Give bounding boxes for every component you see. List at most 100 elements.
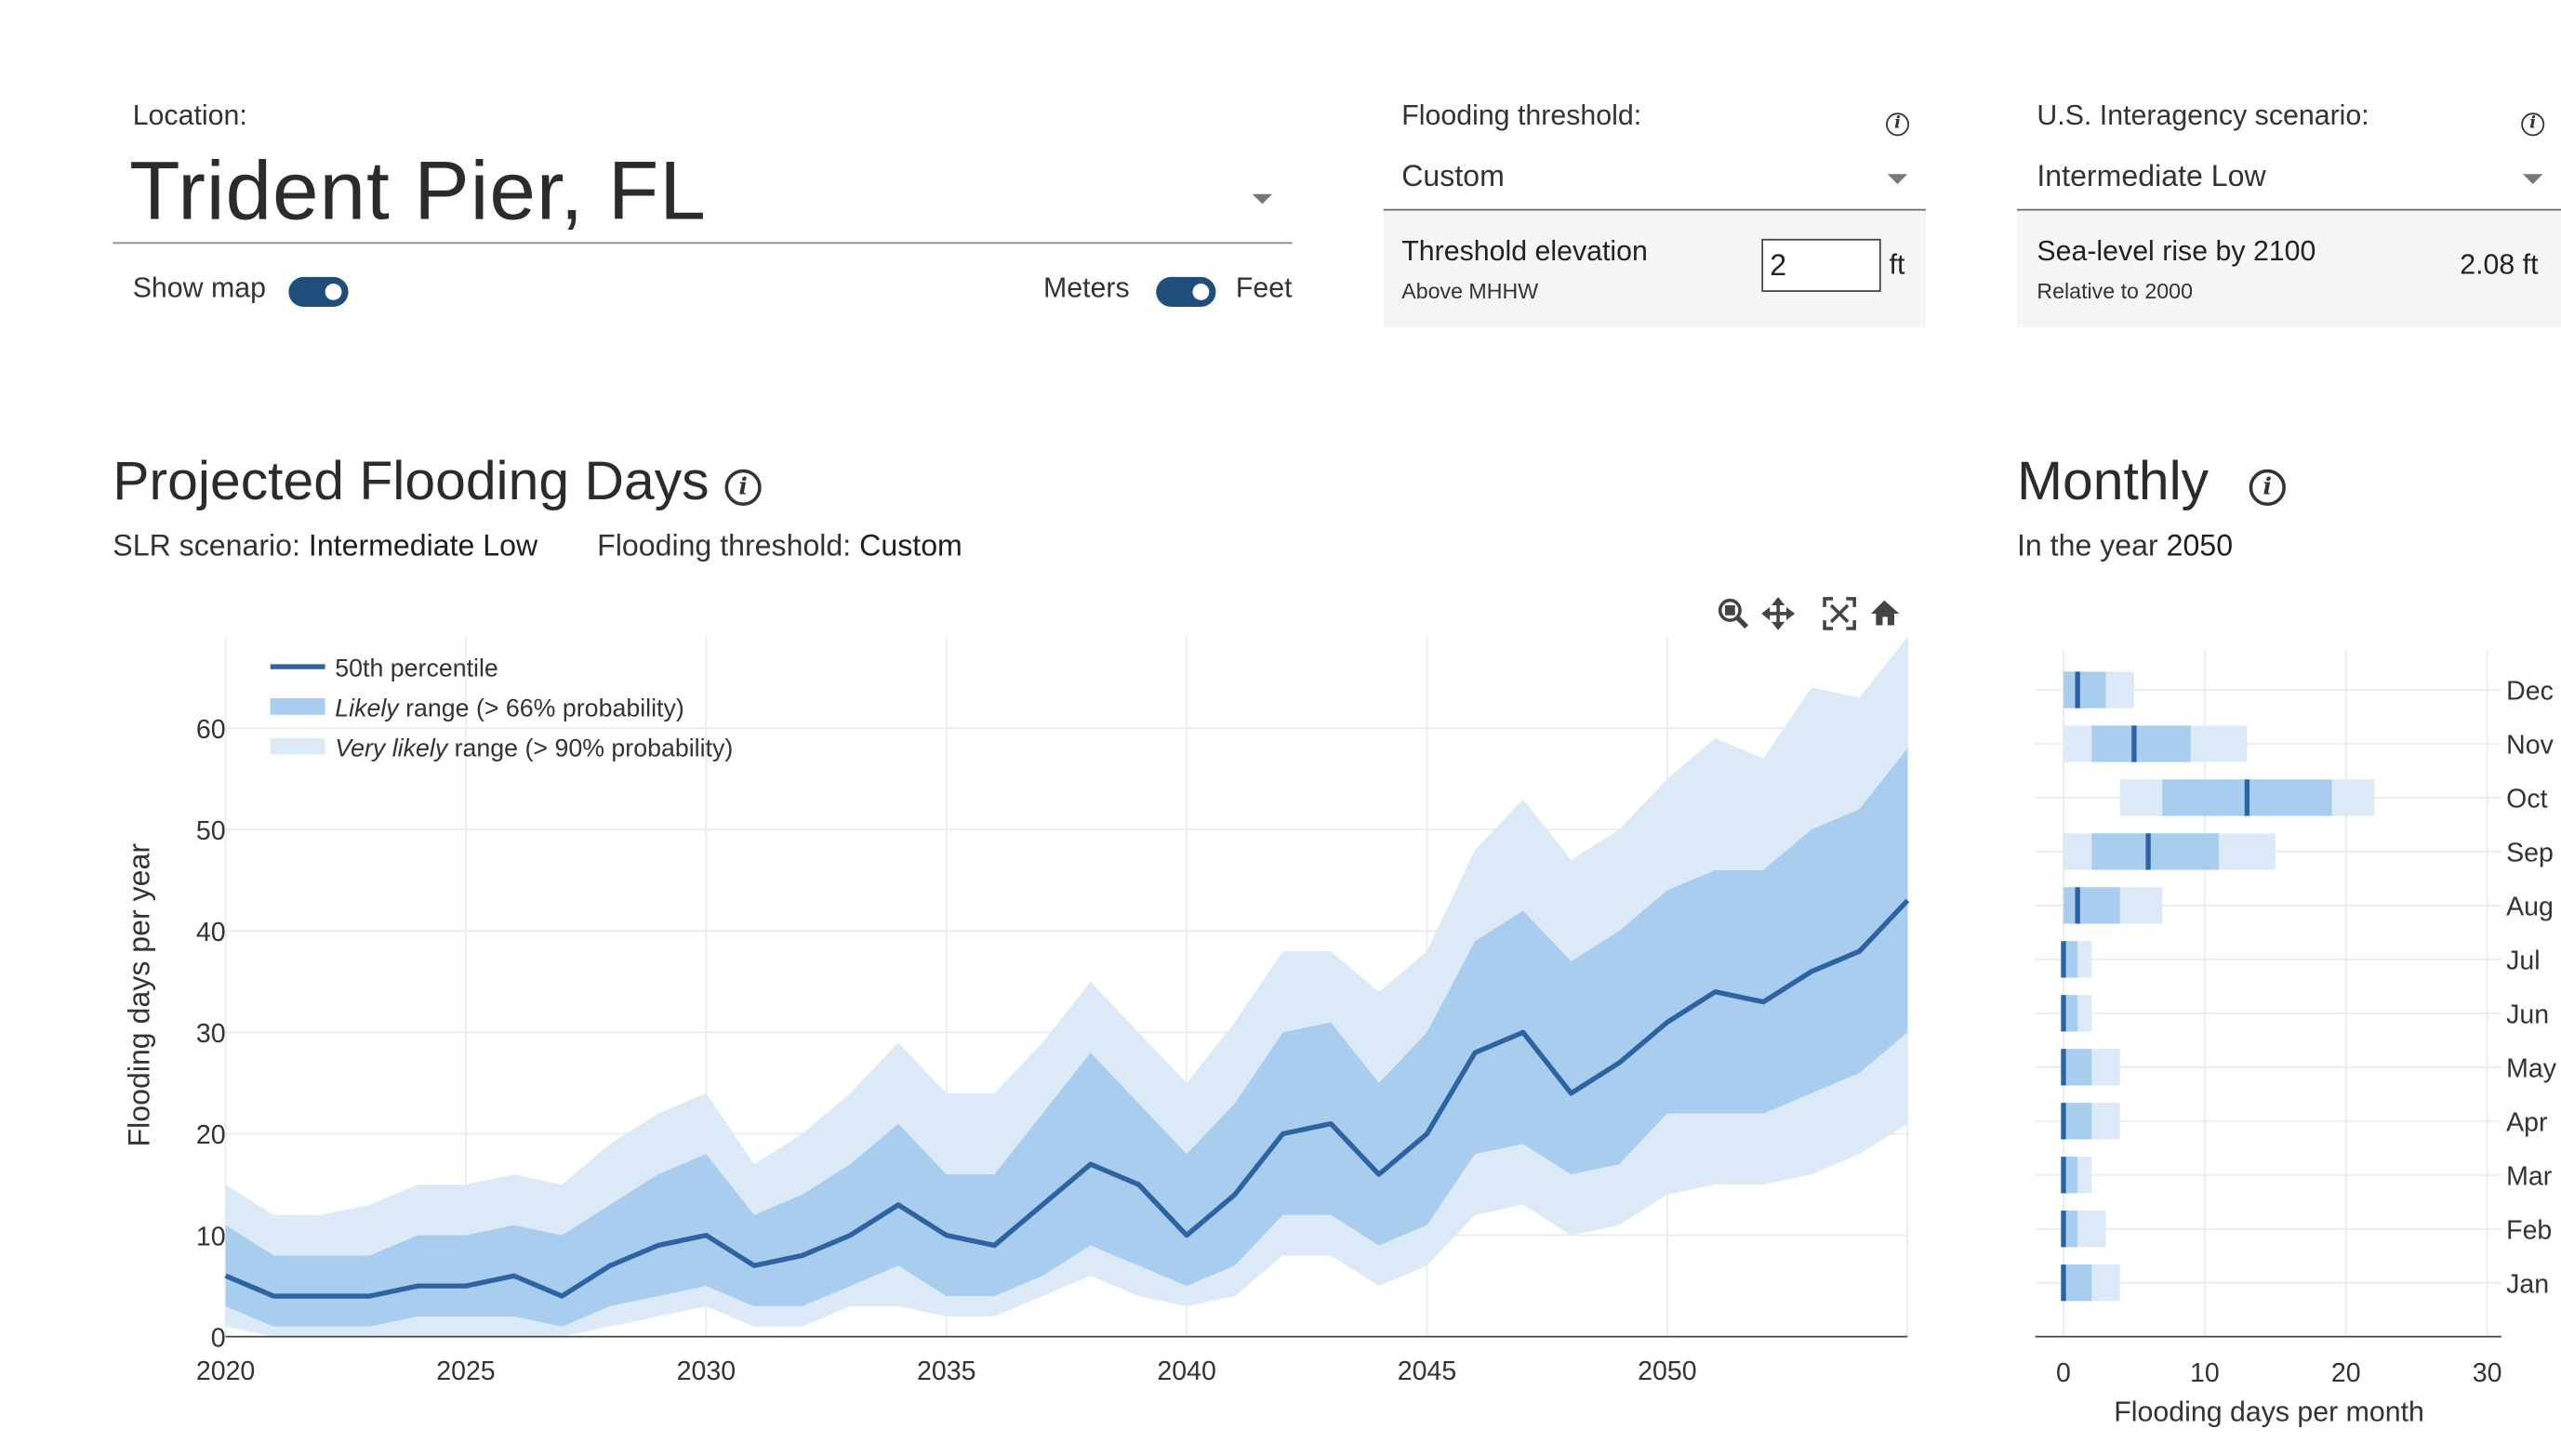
- info-icon[interactable]: i: [724, 469, 762, 507]
- monthly-chart: 0 10 20 30 Dec Nov Oct Sep Aug Jul Jun May Apr Mar Feb…: [2035, 650, 2557, 1428]
- monthly-likely-bar: [2063, 671, 2106, 708]
- units-toggle[interactable]: [1156, 276, 1216, 307]
- info-icon[interactable]: i: [2521, 113, 2545, 137]
- threshold-summary: Flooding threshold: Custom: [597, 529, 962, 563]
- monthly-x-tick-label: 20: [2331, 1358, 2361, 1388]
- y-tick-label: 40: [196, 918, 226, 947]
- home-icon[interactable]: [1871, 600, 1900, 626]
- monthly-likely-bar: [2063, 1157, 2078, 1194]
- location-select[interactable]: Trident Pier, FL: [129, 144, 707, 238]
- threshold-elevation-box: Threshold elevation Above MHHW 2 ft: [1383, 210, 1926, 327]
- monthly-median-mark: [2145, 833, 2151, 870]
- legend-likely-label: Likely range (> 66% probability): [335, 695, 683, 722]
- legend-very-likely-label: Very likely range (> 90% probability): [335, 734, 733, 761]
- monthly-category-label: Apr: [2506, 1107, 2548, 1137]
- monthly-likely-bar: [2063, 1103, 2092, 1140]
- scenario-underline: [2016, 208, 2561, 211]
- chevron-down-icon[interactable]: [1252, 193, 1273, 205]
- info-icon[interactable]: i: [1886, 113, 1910, 137]
- monthly-median-mark: [2061, 1157, 2066, 1194]
- threshold-unit: ft: [1889, 248, 1905, 281]
- monthly-x-tick-label: 0: [2056, 1358, 2071, 1388]
- threshold-elevation-sub: Above MHHW: [1401, 278, 1539, 304]
- monthly-likely-bar: [2063, 941, 2078, 978]
- monthly-likely-bar: [2063, 1264, 2092, 1302]
- location-underline: [113, 242, 1293, 245]
- show-map-toggle[interactable]: [288, 276, 349, 307]
- x-tick-label: 2035: [917, 1357, 975, 1386]
- threshold-elevation-title: Threshold elevation: [1401, 235, 1648, 268]
- show-map-label: Show map: [132, 271, 266, 304]
- monthly-median-mark: [2061, 941, 2066, 978]
- y-tick-label: 0: [211, 1323, 226, 1353]
- info-icon[interactable]: i: [2249, 469, 2286, 507]
- monthly-category-label: Nov: [2506, 731, 2554, 761]
- monthly-median-mark: [2244, 779, 2250, 816]
- threshold-elevation-input[interactable]: 2: [1761, 238, 1881, 292]
- threshold-underline: [1383, 208, 1926, 211]
- monthly-likely-bar: [2091, 725, 2191, 762]
- zoom-icon[interactable]: [1718, 598, 1749, 629]
- sea-level-rise-value: 2.08 ft: [2460, 248, 2539, 281]
- sea-level-rise-title: Sea-level rise by 2100: [2037, 235, 2316, 268]
- monthly-likely-bar: [2063, 995, 2078, 1032]
- very-likely-band: [225, 636, 1908, 1337]
- location-label: Location:: [132, 99, 247, 131]
- monthly-x-tick-label: 30: [2473, 1358, 2502, 1388]
- x-tick-label: 2050: [1638, 1357, 1696, 1386]
- monthly-median-mark: [2075, 671, 2080, 708]
- year-label: In the year: [2016, 529, 2158, 563]
- thr-label: Flooding threshold:: [597, 529, 852, 563]
- pan-icon[interactable]: [1761, 597, 1795, 630]
- monthly-category-label: Jun: [2506, 1000, 2549, 1030]
- monthly-median-mark: [2075, 887, 2080, 924]
- chevron-down-icon[interactable]: [1887, 174, 1908, 184]
- slr-label: SLR scenario:: [113, 529, 300, 563]
- monthly-likely-bar: [2063, 887, 2120, 924]
- monthly-median-mark: [2061, 1264, 2066, 1302]
- monthly-title: Monthly: [2016, 449, 2209, 511]
- y-tick-label: 10: [196, 1222, 226, 1251]
- x-tick-label: 2020: [196, 1357, 255, 1386]
- legend-vlikely-emph: Very likely: [335, 734, 449, 761]
- monthly-likely-bar: [2091, 833, 2220, 870]
- legend-vlikely-rest: range (> 90% probability): [447, 734, 733, 761]
- y-tick-label: 30: [196, 1019, 226, 1049]
- scenario-label: U.S. Interagency scenario:: [2037, 99, 2369, 131]
- meters-label: Meters: [1042, 271, 1130, 304]
- median-line: [224, 898, 1910, 1299]
- monthly-subtitle: In the year 2050: [2017, 529, 2233, 563]
- monthly-category-label: Oct: [2506, 785, 2547, 814]
- legend-likely-swatch: [270, 697, 325, 715]
- legend-very-likely-swatch: [270, 737, 325, 755]
- projected-flooding-chart: 2020 2025 2030 2035 2040 2045 2050010203040506…: [123, 597, 1910, 1386]
- monthly-category-label: Feb: [2506, 1215, 2552, 1245]
- legend-median-label: 50th percentile: [335, 655, 498, 682]
- scenario-select[interactable]: Intermediate Low: [2037, 159, 2266, 192]
- autoscale-icon[interactable]: [1823, 597, 1856, 630]
- monthly-category-label: Mar: [2506, 1161, 2553, 1191]
- threshold-select[interactable]: Custom: [1401, 159, 1505, 192]
- thr-value: Custom: [859, 529, 962, 563]
- monthly-likely-bar: [2063, 1049, 2092, 1086]
- monthly-x-tick-label: 10: [2190, 1358, 2220, 1388]
- monthly-category-label: Jan: [2506, 1269, 2549, 1299]
- x-tick-label: 2025: [436, 1357, 495, 1386]
- monthly-median-mark: [2061, 1211, 2066, 1248]
- monthly-category-label: May: [2506, 1054, 2557, 1084]
- monthly-median-mark: [2061, 1103, 2066, 1140]
- threshold-label: Flooding threshold:: [1401, 99, 1642, 131]
- monthly-median-mark: [2061, 995, 2066, 1032]
- y-tick-label: 60: [196, 715, 226, 745]
- monthly-category-label: Sep: [2506, 839, 2554, 868]
- chevron-down-icon[interactable]: [2523, 174, 2543, 184]
- slr-value: Intermediate Low: [308, 529, 538, 563]
- projected-subtitle: SLR scenario: Intermediate Low: [113, 529, 537, 563]
- monthly-x-axis-label: Flooding days per month: [2114, 1397, 2424, 1428]
- x-tick-label: 2045: [1398, 1357, 1456, 1386]
- legend-likely-emph: Likely: [335, 695, 400, 722]
- sea-level-rise-box: Sea-level rise by 2100 Relative to 2000 …: [2016, 210, 2561, 327]
- monthly-median-mark: [2131, 725, 2137, 762]
- legend-likely-rest: range (> 66% probability): [399, 695, 684, 722]
- projected-title: Projected Flooding Days: [113, 449, 710, 511]
